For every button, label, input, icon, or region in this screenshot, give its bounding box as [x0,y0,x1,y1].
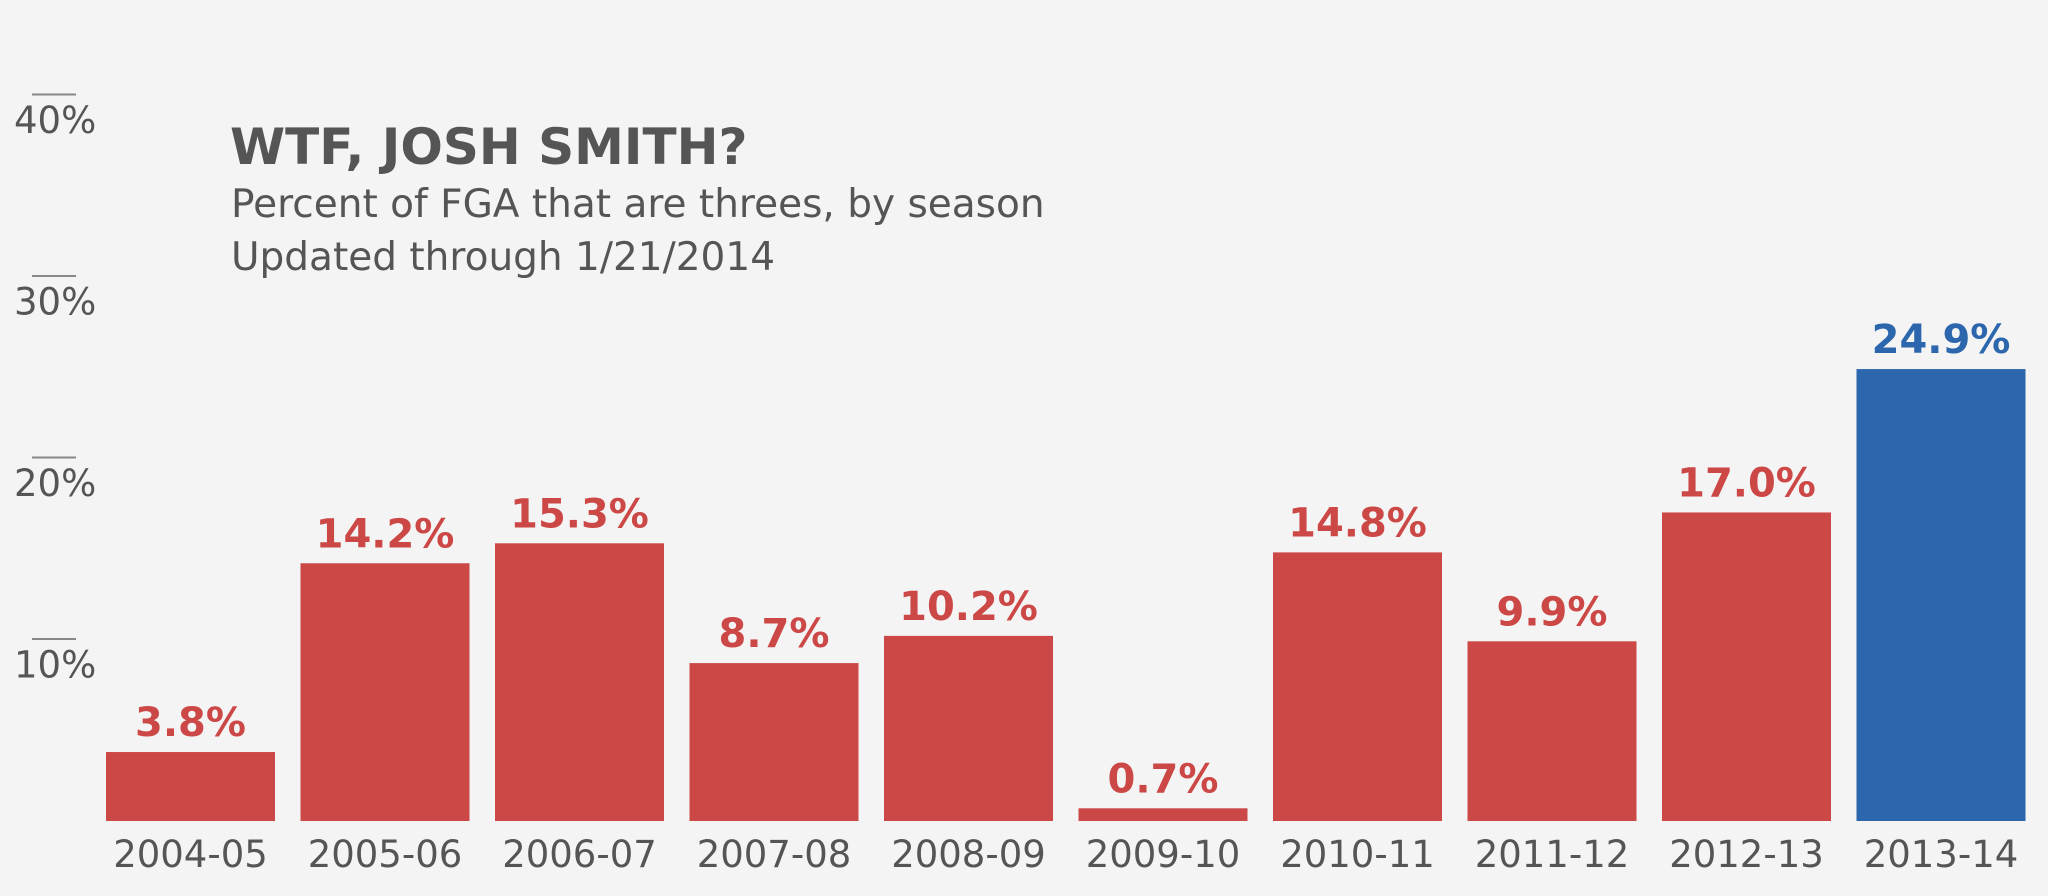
bar-2013-14 [1856,369,2026,821]
bar-2011-12 [1467,641,1637,821]
x-tick-label: 2012-13 [1669,833,1824,876]
x-axis: 2004-05 2005-06 2006-07 2007-08 2008-09 2009-… [113,833,2018,876]
data-label: 3.8% [135,700,246,746]
bar-2005-06 [300,563,470,821]
bar-2006-07 [495,543,664,821]
data-label: 8.7% [719,611,830,657]
chart-titles: WTF, JOSH SMITH? Percent of FGA that are… [230,118,1045,280]
bar-2012-13 [1662,512,1831,821]
x-tick-label: 2009-10 [1086,833,1241,876]
chart-subtitle: Percent of FGA that are threes, by seaso… [231,182,1045,227]
bar-2010-11 [1273,552,1442,821]
x-tick-label: 2007-08 [697,833,852,876]
x-tick-label: 2005-06 [308,833,463,876]
x-tick-label: 2006-07 [502,833,657,876]
y-tick-label: 30% [14,281,96,324]
bars [106,369,2026,821]
x-tick-label: 2008-09 [891,833,1046,876]
y-tick-label: 40% [14,99,96,142]
bar-2004-05 [106,752,275,821]
data-label: 24.9% [1872,317,2011,363]
y-tick-label: 20% [14,462,96,505]
bar-2008-09 [884,635,1053,821]
y-tick-label: 10% [14,644,96,687]
data-label: 14.2% [316,511,455,557]
data-label: 14.8% [1288,500,1427,546]
x-tick-label: 2004-05 [113,833,268,876]
y-axis: 10% 20% 30% 40% [14,93,96,687]
chart-note: Updated through 1/21/2014 [231,235,775,280]
bar-2007-08 [689,663,859,821]
x-tick-label: 2011-12 [1475,833,1630,876]
chart-title: WTF, JOSH SMITH? [230,118,747,176]
data-label: 15.3% [510,491,649,537]
data-label: 0.7% [1108,756,1219,802]
data-label: 9.9% [1497,589,1608,635]
data-label: 17.0% [1677,460,1816,506]
bar-2009-10 [1078,808,1248,821]
x-tick-label: 2013-14 [1864,833,2019,876]
x-tick-label: 2010-11 [1280,833,1435,876]
data-label: 10.2% [899,584,1038,630]
data-labels: 3.8% 14.2% 15.3% 8.7% 10.2% 0.7% 14.8% 9.9% 17.0… [135,317,2010,802]
